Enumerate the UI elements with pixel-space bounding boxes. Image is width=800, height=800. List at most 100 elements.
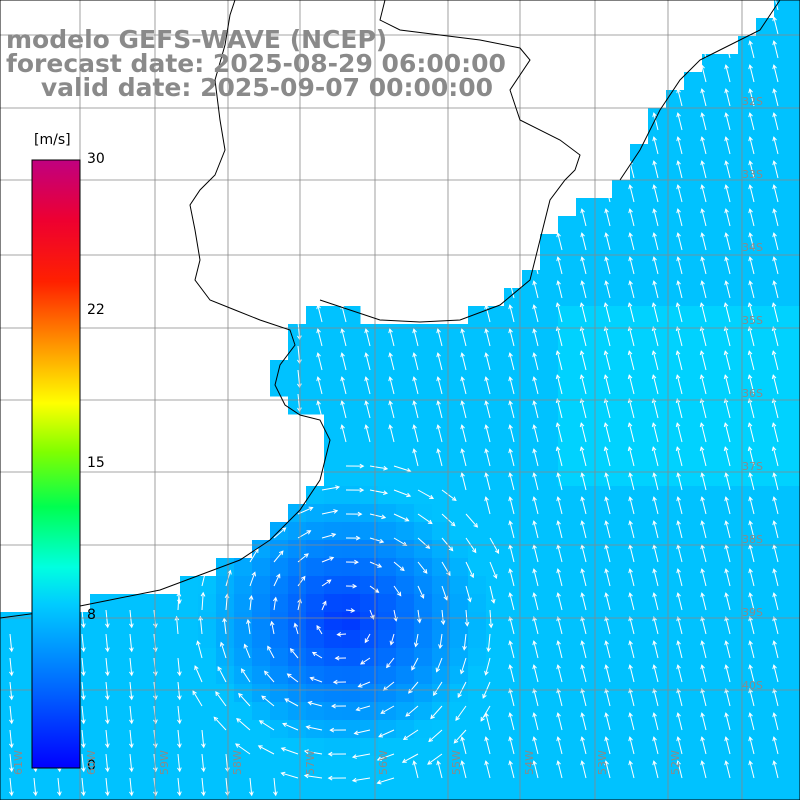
field-cell	[540, 378, 559, 397]
wind-arrow-head	[532, 376, 537, 382]
wind-arrow	[9, 657, 13, 676]
longitude-label: 58W	[231, 750, 244, 775]
field-cell	[648, 144, 667, 163]
wind-arrow	[533, 377, 539, 395]
wind-arrow-head	[603, 326, 609, 332]
wind-arrow-head	[460, 304, 465, 310]
field-cell	[648, 522, 667, 541]
wind-arrow	[317, 377, 323, 395]
field-cell	[252, 684, 271, 703]
field-cell	[90, 630, 109, 649]
wind-arrow	[485, 737, 491, 755]
field-cell	[306, 558, 325, 577]
wind-arrow-head	[627, 326, 633, 332]
wind-arrow	[724, 446, 731, 467]
wind-arrow-head	[771, 422, 777, 428]
field-cell	[396, 414, 415, 433]
field-cell	[648, 360, 667, 379]
wind-arrow-head	[254, 548, 259, 553]
wind-arrow-head	[329, 556, 335, 561]
field-cell	[720, 216, 739, 235]
field-cell	[612, 342, 631, 361]
field-cell	[126, 792, 145, 800]
field-cell	[630, 396, 649, 415]
wind-arrow-head	[652, 592, 657, 598]
field-cell	[576, 396, 595, 415]
wind-arrow	[485, 377, 491, 395]
wind-arrow	[273, 550, 284, 563]
field-cell	[342, 306, 361, 325]
wind-arrow	[533, 425, 539, 443]
wind-arrow	[677, 89, 683, 107]
field-cell	[792, 198, 800, 217]
wind-arrow	[225, 753, 229, 772]
field-cell	[414, 702, 433, 721]
wind-arrow-head	[604, 520, 609, 526]
field-cell	[738, 738, 757, 757]
wind-arrow	[581, 617, 587, 635]
field-cell	[738, 432, 757, 451]
field-cell	[36, 612, 55, 631]
wind-arrow	[605, 233, 611, 251]
wind-arrow	[629, 209, 635, 227]
field-cell	[684, 576, 703, 595]
wind-arrow-head	[480, 716, 485, 722]
field-cell	[486, 558, 505, 577]
field-cell	[648, 612, 667, 631]
wind-arrow-head	[494, 549, 500, 554]
wind-arrow	[455, 705, 467, 721]
wind-arrow	[321, 557, 334, 563]
field-cell	[684, 684, 703, 703]
field-cell	[774, 216, 793, 235]
wind-arrow-head	[628, 280, 633, 286]
field-cell	[396, 522, 415, 541]
field-cell	[522, 792, 541, 800]
wind-arrow	[105, 609, 109, 628]
field-cell	[648, 756, 667, 775]
wind-arrow	[199, 616, 203, 635]
wind-arrow-head	[304, 553, 309, 558]
wind-arrow	[676, 326, 683, 347]
field-cell	[486, 396, 505, 415]
field-cell	[180, 702, 199, 721]
wind-arrow	[749, 209, 755, 227]
field-cell	[36, 738, 55, 757]
wind-arrow-head	[676, 112, 681, 118]
wind-arrow	[724, 374, 731, 395]
wind-arrow	[461, 329, 467, 347]
wind-arrow-head	[376, 779, 382, 785]
field-cell	[630, 216, 649, 235]
field-cell	[756, 720, 775, 739]
wind-arrow	[653, 233, 659, 251]
wind-arrow	[509, 737, 515, 755]
field-cell	[486, 702, 505, 721]
wind-arrow	[725, 185, 731, 203]
wind-arrow	[485, 401, 491, 419]
field-cell	[360, 504, 379, 523]
field-cell	[648, 396, 667, 415]
wind-arrow	[701, 113, 707, 131]
wind-arrow-head	[555, 326, 561, 332]
field-cell	[774, 720, 793, 739]
wind-arrow	[413, 305, 419, 323]
field-cell	[324, 720, 343, 739]
field-cell	[540, 666, 559, 685]
wind-arrow-head	[652, 232, 657, 238]
wind-arrow-head	[508, 376, 513, 382]
field-cell	[648, 720, 667, 739]
field-cell	[756, 270, 775, 289]
field-cell	[738, 90, 757, 109]
field-cell	[522, 774, 541, 793]
wind-arrow	[405, 705, 419, 717]
field-cell	[684, 126, 703, 145]
field-cell	[324, 702, 343, 721]
wind-arrow	[129, 657, 133, 676]
field-cell	[306, 486, 325, 505]
field-cell	[288, 378, 307, 397]
wind-arrow-head	[676, 592, 681, 598]
wind-arrow-head	[388, 376, 393, 382]
field-cell	[324, 522, 343, 541]
wind-arrow	[628, 398, 635, 419]
wind-arrow	[749, 521, 755, 539]
field-cell	[702, 720, 721, 739]
